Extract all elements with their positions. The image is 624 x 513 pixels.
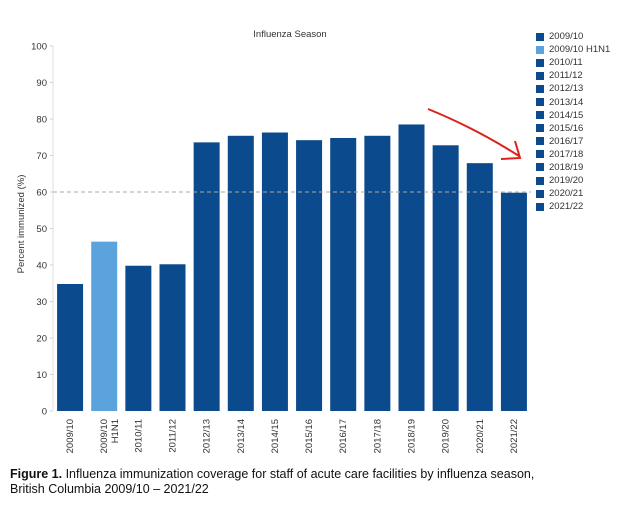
legend-item: 2014/15 xyxy=(536,109,622,122)
y-tick-label: 80 xyxy=(36,115,47,126)
legend-label: 2009/10 xyxy=(549,31,584,43)
legend-label: 2012/13 xyxy=(549,83,584,95)
legend-swatch xyxy=(536,58,544,67)
bar-2011-12 xyxy=(159,264,186,411)
legend-item: 2012/13 xyxy=(536,82,622,95)
bar-2018-19 xyxy=(398,124,425,411)
bar-2019-20 xyxy=(432,145,459,411)
bar-2009-10 xyxy=(57,283,84,411)
legend-swatch xyxy=(536,176,544,185)
x-axis: 2009/10 2009/10 H1N1 2010/11 2011/12 2012/13 2… xyxy=(65,419,520,453)
legend-item: 2018/19 xyxy=(536,161,622,174)
legend-item: 2016/17 xyxy=(536,135,622,148)
legend-item: 2011/12 xyxy=(536,69,622,82)
legend-swatch xyxy=(536,202,544,211)
caption-label: Figure 1. xyxy=(10,467,63,481)
legend-swatch xyxy=(536,45,544,54)
legend-item: 2020/21 xyxy=(536,187,622,200)
legend-label: 2017/18 xyxy=(549,148,584,160)
bar-chart: Influenza Season 0102030405060708090100 … xyxy=(16,29,531,453)
x-tick-label: 2014/15 xyxy=(270,419,281,453)
legend-item: 2009/10 H1N1 xyxy=(536,43,622,56)
legend-swatch xyxy=(536,150,544,159)
legend-item: 2010/11 xyxy=(536,56,622,69)
bar-2010-11 xyxy=(125,265,152,411)
x-tick-sublabel: H1N1 xyxy=(110,419,121,443)
legend-item: 2015/16 xyxy=(536,122,622,135)
bar-2017-18 xyxy=(364,135,391,412)
bar-2012-13 xyxy=(193,142,220,412)
x-tick-label: 2016/17 xyxy=(338,419,349,453)
y-tick-label: 40 xyxy=(36,261,47,272)
legend-item: 2021/22 xyxy=(536,200,622,213)
legend-swatch xyxy=(536,137,544,146)
legend-swatch xyxy=(536,124,544,133)
x-tick-label: 2011/12 xyxy=(168,419,179,453)
x-tick-label: 2018/19 xyxy=(407,419,418,453)
x-tick-label: 2021/22 xyxy=(509,419,520,453)
x-tick-label: 2015/16 xyxy=(304,419,315,453)
x-tick-label: 2017/18 xyxy=(372,419,383,453)
bar-2020-21 xyxy=(466,163,493,411)
legend-label: 2019/20 xyxy=(549,175,584,187)
figure-caption: Figure 1. Influenza immunization coverag… xyxy=(10,467,610,497)
legend-label: 2009/10 H1N1 xyxy=(549,44,611,56)
x-tick-label: 2009/10 xyxy=(99,419,110,453)
legend-label: 2013/14 xyxy=(549,96,584,108)
legend-swatch xyxy=(536,84,544,93)
bar-2009-10-h1n1 xyxy=(91,241,118,411)
y-tick-label: 60 xyxy=(36,188,47,199)
x-tick-label: 2010/11 xyxy=(133,419,144,453)
legend-label: 2020/21 xyxy=(549,188,584,200)
legend-swatch xyxy=(536,32,544,41)
legend-label: 2021/22 xyxy=(549,201,584,213)
x-tick-label: 2009/10 xyxy=(65,419,76,453)
x-tick-label: 2012/13 xyxy=(202,419,213,453)
bar-2016-17 xyxy=(330,137,357,412)
legend: 2009/10 2009/10 H1N1 2010/11 2011/12 2012/13… xyxy=(536,30,622,213)
bar-2014-15 xyxy=(261,132,288,411)
y-tick-label: 70 xyxy=(36,151,47,162)
trend-arrow-annotation xyxy=(427,108,522,160)
legend-label: 2016/17 xyxy=(549,135,584,147)
legend-label: 2018/19 xyxy=(549,161,584,173)
y-tick-label: 30 xyxy=(36,297,47,308)
legend-item: 2019/20 xyxy=(536,174,622,187)
legend-item: 2017/18 xyxy=(536,148,622,161)
arrow-curve xyxy=(427,108,520,157)
bar-2021-22 xyxy=(500,192,527,411)
bars xyxy=(57,124,527,412)
legend-item: 2009/10 xyxy=(536,30,622,43)
legend-label: 2015/16 xyxy=(549,122,584,134)
y-axis: 0 10 20 30 40 50 60 70 80 90 100 xyxy=(31,42,54,418)
legend-swatch xyxy=(536,189,544,198)
legend-label: 2011/12 xyxy=(549,70,583,82)
legend-swatch xyxy=(536,71,544,80)
y-tick-label: 90 xyxy=(36,78,47,89)
arrow-head xyxy=(500,140,522,160)
legend-label: 2010/11 xyxy=(549,57,583,69)
y-tick-label: 10 xyxy=(36,370,47,381)
y-axis-label: Percent immunized (%) xyxy=(16,175,27,274)
legend-swatch xyxy=(536,111,544,120)
x-tick-label: 2013/14 xyxy=(236,419,247,453)
legend-item: 2013/14 xyxy=(536,95,622,108)
legend-swatch xyxy=(536,98,544,107)
caption-text: Influenza immunization coverage for staf… xyxy=(62,467,535,481)
x-tick-label: 2020/21 xyxy=(475,419,486,453)
chart-title: Influenza Season xyxy=(253,29,326,40)
y-tick-label: 100 xyxy=(31,42,47,53)
y-tick-label: 0 xyxy=(42,407,47,418)
y-tick-label: 20 xyxy=(36,334,47,345)
caption-line2: British Columbia 2009/10 – 2021/22 xyxy=(10,482,209,496)
x-tick-label: 2019/20 xyxy=(441,419,452,453)
y-tick-label: 50 xyxy=(36,224,47,235)
legend-swatch xyxy=(536,163,544,172)
legend-label: 2014/15 xyxy=(549,109,584,121)
bar-2013-14 xyxy=(227,135,254,412)
bar-2015-16 xyxy=(296,140,323,412)
